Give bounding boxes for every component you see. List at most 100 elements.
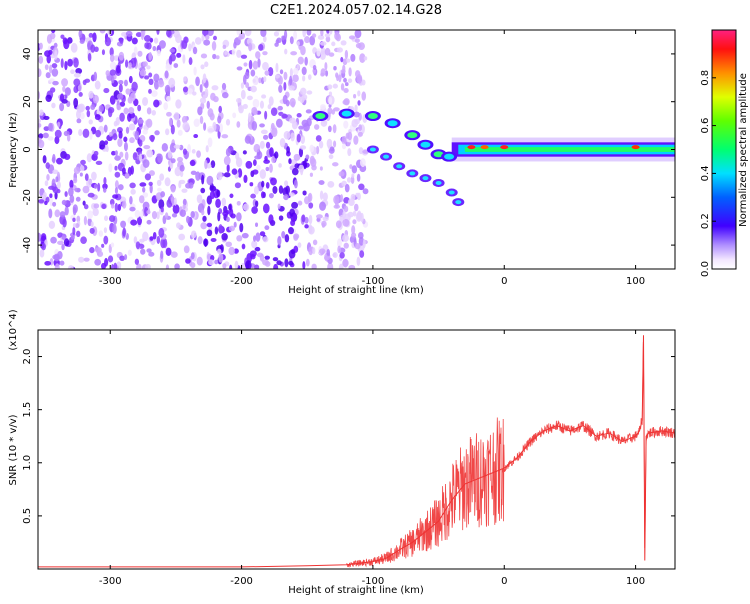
noise-blob (308, 246, 313, 256)
noise-blob (242, 203, 250, 211)
noise-blob (48, 64, 53, 74)
noise-blob (358, 231, 364, 240)
noise-blob (202, 73, 207, 84)
noise-blob (312, 65, 317, 70)
noise-blob (170, 185, 176, 193)
noise-blob (247, 112, 252, 123)
noise-blob (82, 200, 86, 206)
noise-blob (166, 95, 172, 102)
noise-blob (142, 192, 149, 198)
noise-blob (101, 203, 107, 210)
noise-blob (244, 135, 252, 144)
noise-blob (134, 258, 140, 265)
noise-blob (125, 126, 130, 134)
noise-blob (60, 34, 65, 39)
noise-blob (240, 89, 246, 100)
noise-blob (153, 80, 159, 90)
snr-ytick-label: 1.5 (22, 402, 33, 418)
noise-blob (118, 83, 123, 93)
noise-blob (107, 255, 114, 263)
noise-blob (86, 178, 93, 188)
noise-blob (327, 262, 334, 269)
noise-blob (168, 77, 176, 88)
noise-blob (358, 236, 364, 246)
noise-blob (101, 262, 107, 269)
noise-blob (226, 209, 230, 215)
noise-blob (123, 136, 128, 143)
noise-blob (226, 163, 230, 173)
noise-blob (104, 215, 109, 222)
noise-blob (61, 78, 69, 87)
noise-blob (168, 55, 173, 65)
noise-blob (361, 91, 367, 101)
noise-blob (252, 60, 259, 70)
noise-blob (85, 105, 90, 111)
noise-blob (255, 232, 261, 242)
noise-blob (98, 230, 104, 237)
noise-blob (144, 263, 151, 269)
noise-blob (86, 110, 91, 118)
trace-core (433, 151, 444, 158)
noise-blob (103, 88, 110, 94)
noise-blob (341, 143, 347, 150)
noise-blob (38, 91, 41, 100)
noise-blob (306, 90, 313, 95)
noise-blob (340, 83, 345, 91)
noise-blob (274, 74, 281, 79)
noise-blob (272, 257, 279, 262)
noise-blob (176, 52, 182, 58)
noise-blob (90, 221, 94, 227)
noise-blob (166, 111, 172, 117)
noise-blob (102, 187, 107, 193)
noise-blob (276, 37, 282, 44)
noise-blob (338, 171, 345, 177)
noise-blob (142, 231, 149, 242)
noise-blob (190, 230, 197, 239)
noise-blob (265, 166, 270, 172)
spectrogram-ytick-label: 40 (22, 48, 33, 61)
noise-blob (298, 125, 304, 130)
noise-blob (104, 140, 109, 145)
spectrogram-xtick-label: -300 (99, 276, 122, 287)
noise-blob (142, 129, 148, 135)
noise-blob (152, 231, 157, 240)
noise-blob (223, 155, 231, 166)
noise-blob (44, 260, 52, 266)
noise-blob (161, 142, 168, 152)
signal-band-core (464, 147, 675, 152)
noise-blob (193, 66, 197, 76)
noise-blob (209, 112, 215, 121)
spectrogram-xtick-label: 0 (501, 276, 507, 287)
noise-blob (135, 32, 143, 38)
noise-blob (297, 56, 304, 65)
noise-blob (358, 124, 362, 132)
noise-blob (157, 187, 162, 192)
noise-blob (222, 44, 227, 50)
noise-blob (54, 136, 60, 145)
noise-blob (228, 246, 236, 256)
noise-blob (217, 115, 222, 124)
noise-blob (79, 39, 85, 44)
trace-lower-core (422, 176, 429, 181)
noise-blob (109, 95, 116, 105)
noise-blob (322, 216, 329, 222)
noise-blob (201, 209, 205, 216)
noise-blob (89, 227, 95, 234)
noise-blob (156, 30, 160, 35)
noise-blob (176, 156, 184, 163)
noise-blob (218, 105, 223, 113)
noise-blob (54, 209, 61, 218)
noise-blob (88, 90, 94, 99)
noise-blob (292, 74, 299, 83)
noise-blob (244, 30, 252, 37)
noise-blob (157, 79, 165, 88)
spectrogram-xlabel: Height of straight line (km) (288, 285, 424, 296)
noise-blob (153, 99, 160, 108)
noise-blob (308, 214, 313, 225)
spectrogram-xtick-label: -200 (230, 276, 253, 287)
noise-blob (89, 130, 93, 140)
noise-blob (117, 138, 123, 148)
noise-blob (251, 120, 258, 131)
noise-blob (274, 151, 279, 159)
